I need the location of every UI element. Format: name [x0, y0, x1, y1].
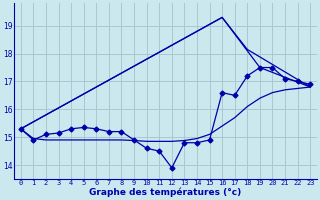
X-axis label: Graphe des températures (°c): Graphe des températures (°c): [89, 187, 242, 197]
